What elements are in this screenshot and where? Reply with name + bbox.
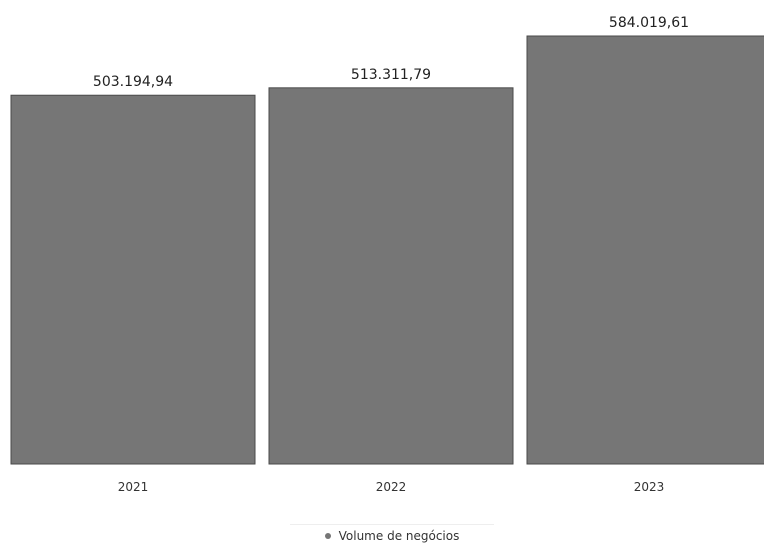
- data-label-2023: 584.019,61: [609, 15, 689, 31]
- legend: Volume de negócios: [290, 524, 494, 547]
- bar-2023: [526, 35, 764, 465]
- data-label-2021: 503.194,94: [93, 74, 173, 90]
- bar-2022: [268, 87, 514, 465]
- data-label-2022: 513.311,79: [351, 67, 431, 83]
- x-tick-label-2022: 2022: [376, 480, 407, 494]
- x-tick-label-2021: 2021: [118, 480, 149, 494]
- bar-2021: [10, 94, 256, 465]
- x-tick-label-2023: 2023: [634, 480, 665, 494]
- legend-marker-icon: [324, 533, 331, 539]
- legend-label: Volume de negócios: [338, 529, 460, 543]
